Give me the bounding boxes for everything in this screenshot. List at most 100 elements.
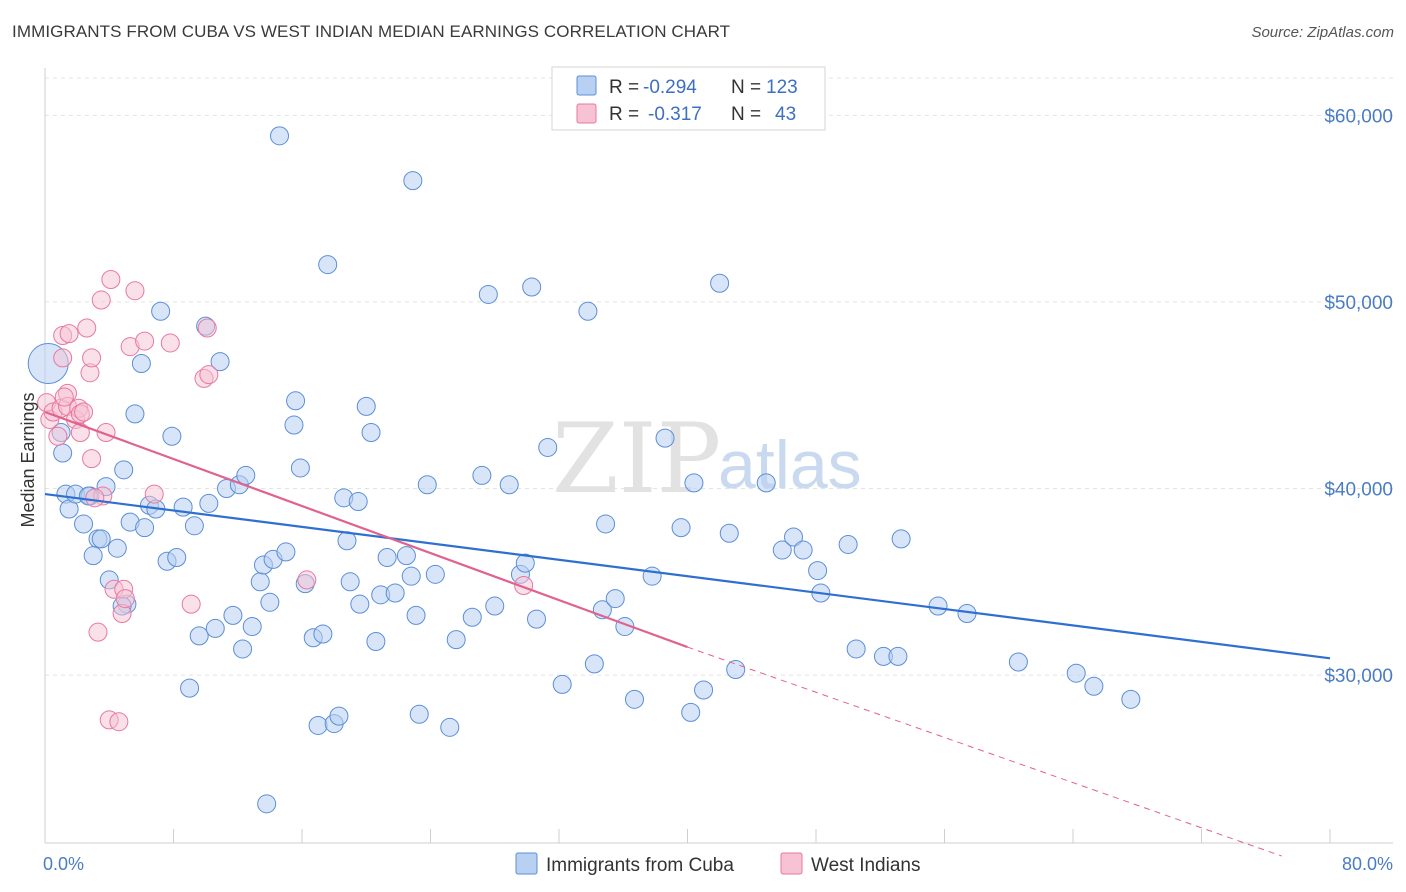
data-point-cuba: [151, 301, 171, 321]
data-point-cuba: [361, 423, 381, 443]
data-point-cuba: [236, 465, 256, 485]
data-point-cuba: [286, 391, 306, 411]
data-point-cuba: [684, 473, 704, 493]
legend-r-label-1: R =: [609, 77, 639, 98]
data-point-cuba: [472, 465, 492, 485]
data-point-cuba: [596, 514, 616, 534]
data-point-cuba: [366, 631, 386, 651]
y-tick-label: $60,000: [1324, 106, 1393, 127]
data-point-cuba: [710, 273, 730, 293]
data-point-cuba: [107, 538, 127, 558]
data-point-cuba: [135, 518, 155, 538]
legend-box: [551, 66, 826, 131]
data-point-cuba: [396, 546, 416, 566]
data-point-cuba: [91, 529, 111, 549]
correlation-legend: R = -0.294 N = 123 R = -0.317 N = 43: [551, 66, 826, 131]
data-point-west-indians: [48, 426, 68, 446]
data-point-cuba: [242, 617, 262, 637]
data-point-cuba: [838, 534, 858, 554]
data-point-cuba: [793, 540, 813, 560]
data-point-cuba: [522, 277, 542, 297]
data-point-west-indians: [109, 712, 129, 732]
y-tick-labels: $30,000 $40,000 $50,000 $60,000: [1324, 106, 1393, 687]
data-point-cuba: [210, 352, 230, 372]
data-point-cuba: [726, 659, 746, 679]
watermark-zip: ZIP: [552, 403, 721, 515]
x-tick-labels: 0.0% 80.0%: [43, 854, 1393, 874]
data-point-west-indians: [144, 484, 164, 504]
data-point-west-indians: [85, 488, 105, 508]
data-point-west-indians: [88, 622, 108, 642]
data-point-cuba: [409, 704, 429, 724]
data-point-cuba: [114, 460, 134, 480]
data-point-cuba: [125, 404, 145, 424]
data-point-cuba: [318, 255, 338, 275]
data-point-west-indians: [91, 290, 111, 310]
series-west-indians: [37, 270, 534, 732]
legend-n-value-1: 123: [766, 77, 798, 98]
trend-line-cuba: [44, 492, 1331, 660]
data-point-cuba: [329, 706, 349, 726]
data-point-cuba: [377, 548, 397, 568]
data-point-cuba: [199, 493, 219, 513]
data-point-cuba: [223, 605, 243, 625]
data-point-west-indians: [101, 270, 121, 290]
data-point-cuba: [406, 605, 426, 625]
trend-line-west-indians: [44, 410, 688, 649]
trend-line-west-indians-extension: [687, 646, 1282, 857]
data-point-west-indians: [82, 348, 102, 368]
data-point-cuba: [250, 572, 270, 592]
data-point-cuba: [446, 630, 466, 650]
data-point-cuba: [1121, 689, 1141, 709]
data-point-cuba: [313, 624, 333, 644]
data-point-cuba: [83, 546, 103, 566]
data-point-west-indians: [199, 365, 219, 385]
trend-lines: [44, 410, 1331, 857]
data-point-cuba: [53, 443, 73, 463]
data-point-west-indians: [53, 348, 73, 368]
data-point-cuba: [1084, 676, 1104, 696]
data-point-cuba: [270, 126, 290, 146]
legend-r-value-1: -0.294: [643, 77, 697, 98]
data-point-cuba: [681, 702, 701, 722]
data-point-cuba: [1008, 652, 1028, 672]
data-point-west-indians: [115, 589, 135, 609]
series-legend: Immigrants from Cuba West Indians: [515, 852, 920, 876]
data-point-cuba: [478, 284, 498, 304]
data-point-cuba: [584, 654, 604, 674]
data-point-cuba: [694, 680, 714, 700]
data-point-cuba: [440, 717, 460, 737]
data-point-cuba: [401, 566, 421, 586]
legend-r-value-2: -0.317: [648, 104, 702, 125]
legend-r-label-2: R =: [609, 104, 639, 125]
legend-swatch-blue: [576, 75, 597, 96]
data-point-west-indians: [54, 387, 74, 407]
data-point-cuba: [184, 516, 204, 536]
data-point-cuba: [308, 715, 328, 735]
data-point-cuba: [485, 596, 505, 616]
series-immigrants-from-cuba: [27, 126, 1141, 814]
y-tick-label: $30,000: [1324, 666, 1393, 687]
data-point-cuba: [205, 618, 225, 638]
data-point-cuba: [385, 583, 405, 603]
data-point-west-indians: [297, 570, 317, 590]
data-point-cuba: [284, 415, 304, 435]
data-point-cuba: [260, 592, 280, 612]
data-point-cuba: [290, 458, 310, 478]
data-point-cuba: [417, 475, 437, 495]
data-point-cuba: [527, 609, 547, 629]
data-point-cuba: [403, 171, 423, 191]
data-point-cuba: [784, 527, 804, 547]
bottom-legend-label-cuba: Immigrants from Cuba: [546, 855, 734, 876]
axes: [44, 68, 1393, 844]
grid-lines: [45, 77, 1393, 676]
data-point-cuba: [605, 589, 625, 609]
data-point-cuba: [552, 674, 572, 694]
data-point-cuba: [719, 523, 739, 543]
watermark-atlas: atlas: [718, 427, 862, 503]
data-point-cuba: [772, 540, 792, 560]
data-point-cuba: [671, 518, 691, 538]
data-point-cuba: [356, 396, 376, 416]
data-point-cuba: [655, 428, 675, 448]
data-point-cuba: [180, 678, 200, 698]
